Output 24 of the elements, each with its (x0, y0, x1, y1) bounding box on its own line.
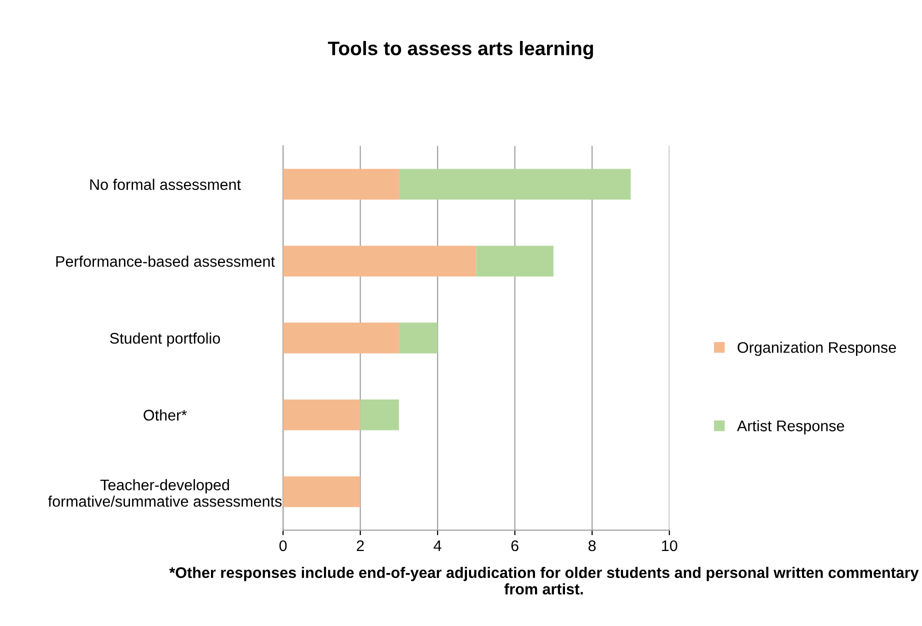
x-tick-label: 2 (356, 540, 364, 552)
x-tick-label: 0 (279, 540, 287, 552)
bar (283, 322, 399, 354)
legend-label: Organization Response (738, 342, 896, 356)
chart-title: Tools to assess arts learning (328, 40, 593, 60)
x-tick-label: 6 (511, 540, 518, 552)
text: *Other responses include end-of-year adjudication for older students and personal written commentary from artist. (169, 566, 919, 595)
bar (398, 322, 438, 354)
bar (360, 400, 399, 430)
x-tick-label: 8 (588, 540, 596, 552)
x-tick-label: 10 (662, 540, 678, 552)
y-tick-label: Other* (144, 409, 187, 421)
y-tick-label: Teacher-developed formative/summative assessments (48, 479, 282, 507)
bar (283, 400, 360, 430)
x-tick-label: 4 (434, 540, 442, 552)
legend-label: Artist Response (736, 420, 844, 434)
y-tick-label: Student portfolio (110, 332, 220, 347)
bar (398, 168, 631, 200)
y-tick-label: No formal assessment (90, 178, 241, 190)
bar (476, 246, 554, 277)
bar (283, 168, 399, 200)
y-tick-label: Performance-based assessment (56, 256, 275, 267)
bar (283, 246, 476, 277)
bar (283, 476, 360, 508)
